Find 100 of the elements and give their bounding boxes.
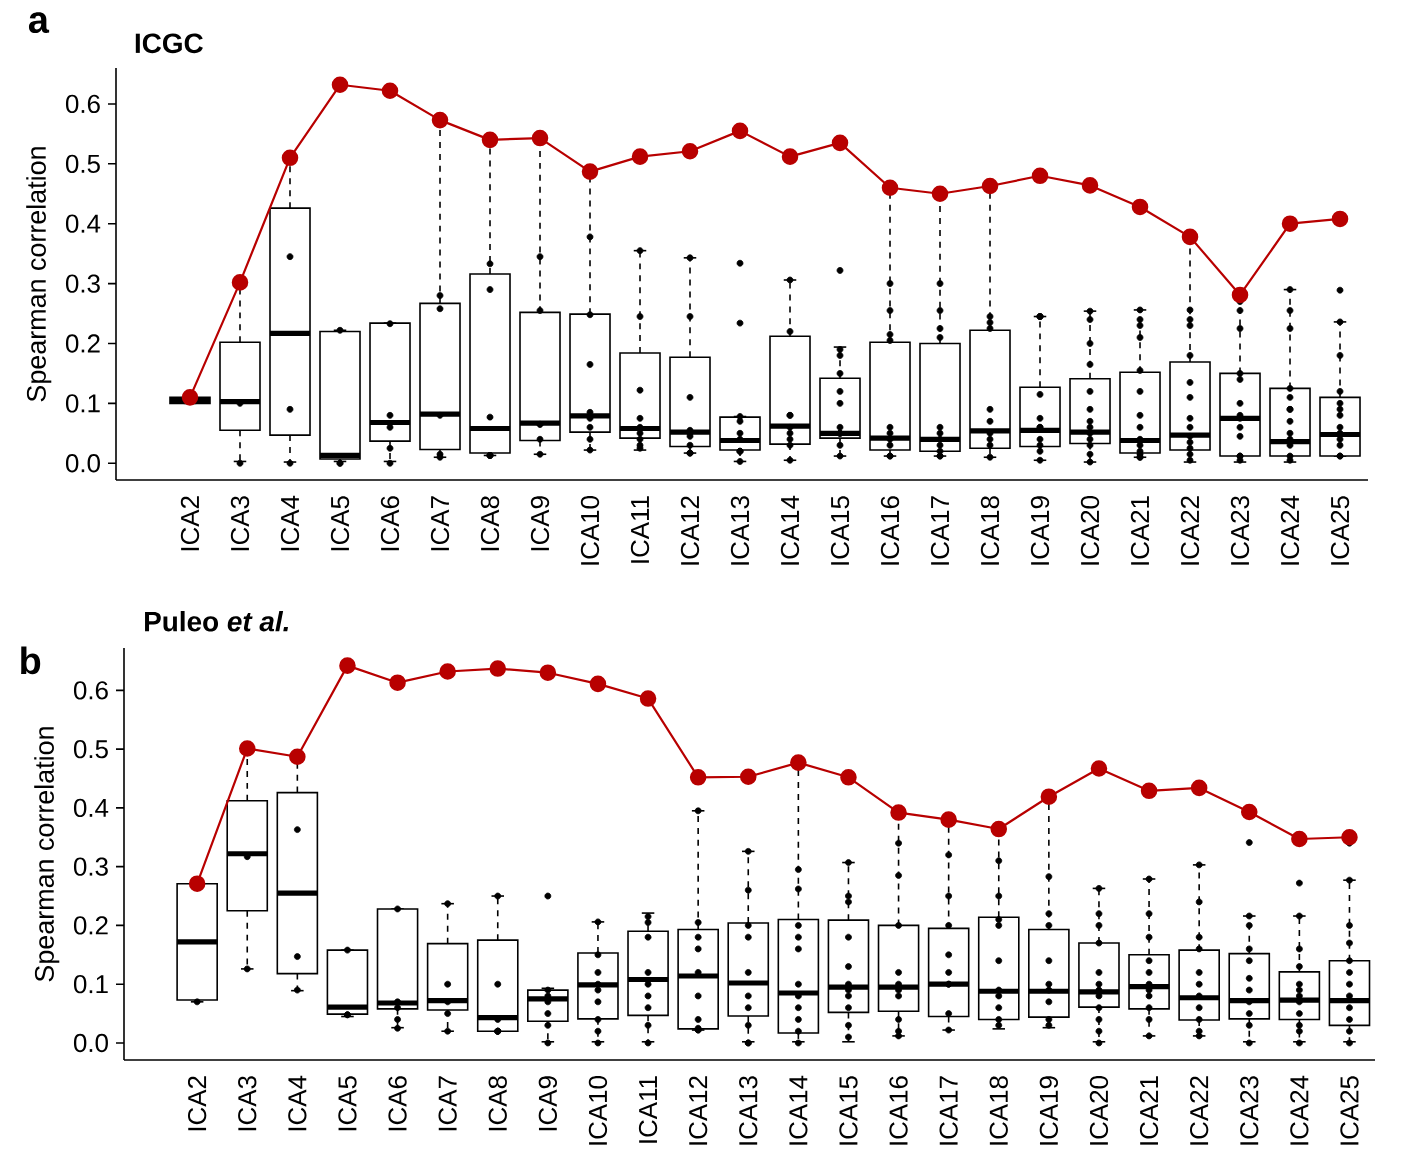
text: b [21,646,41,675]
point [990,820,1008,838]
point [339,657,356,674]
x-tick-label: ICA2 [180,496,200,551]
point [940,811,957,828]
point [231,274,249,291]
y-tick-label: 0.6 [65,94,100,114]
x-tick-label: ICA11 [630,496,650,563]
point [1131,198,1149,216]
y-axis-title: Spearman correlation [26,147,52,402]
point [181,389,199,406]
y-tick-label: 0.0 [65,454,100,473]
x-tick-label: ICA20 [1080,496,1100,565]
y-tick-label: 0.1 [65,394,100,413]
point [188,875,206,892]
x-tick-label: ICA17 [930,496,950,565]
point [238,740,256,757]
x-tick-label: ICA7 [430,496,450,551]
point [981,177,999,195]
x-tick-label: ICA15 [839,1076,858,1145]
x-tick-label: ICA13 [739,1076,758,1145]
x-tick-label: ICA10 [580,496,600,565]
y-tick-label: 0.6 [73,681,108,700]
point [1331,210,1349,228]
point [1281,215,1299,232]
x-tick-label: ICA19 [1030,496,1050,565]
point [1090,760,1108,777]
x-tick-label: ICA16 [880,496,900,565]
point [1291,830,1308,848]
point [1081,177,1099,194]
point [890,804,907,821]
x-tick-label: ICA2 [187,1076,207,1131]
y-tick-label: 0.2 [73,916,108,935]
point [631,148,649,165]
point [531,129,549,147]
x-tick-label: ICA12 [688,1076,708,1145]
point [1240,803,1258,821]
point [781,148,799,165]
x-tick-label: ICA14 [780,495,800,565]
x-tick-label: ICA12 [680,496,700,565]
point [539,664,557,681]
point [840,769,857,786]
x-tick-label: ICA5 [338,1076,357,1131]
y-tick-label: 0.0 [73,1033,108,1053]
y-tick-label: 0.1 [73,975,108,994]
x-tick-label: ICA25 [1340,1076,1359,1145]
x-tick-label: ICA7 [438,1076,457,1131]
x-tick-label: ICA9 [538,1076,558,1131]
x-tick-label: ICA17 [939,1076,958,1145]
x-tick-label: ICA11 [638,1076,658,1143]
x-tick-label: ICA4 [288,1075,307,1131]
point [489,660,507,677]
x-tick-label: ICA25 [1330,496,1350,565]
point [589,675,607,693]
point [881,179,899,197]
point [790,754,807,771]
point [389,674,406,691]
x-tick-label: ICA8 [488,1076,507,1131]
x-tick-label: ICA21 [1130,496,1150,565]
y-tick-label: 0.3 [65,274,100,293]
point [1140,782,1158,800]
point [289,748,306,766]
point [581,163,599,180]
text: a [28,12,50,34]
point [739,768,757,785]
point [1231,286,1249,304]
y-tick-label: 0.2 [65,334,100,353]
x-tick-label: ICA18 [989,1076,1008,1145]
y-tick-label: 0.5 [73,739,108,759]
x-tick-label: ICA3 [230,496,250,551]
x-tick-label: ICA23 [1240,1076,1259,1145]
point [681,142,699,160]
point [1040,788,1058,805]
x-tick-label: ICA13 [730,496,750,565]
x-tick-label: ICA24 [1280,495,1300,565]
point [1181,228,1199,246]
point [481,131,499,149]
point [1031,167,1049,185]
x-tick-label: ICA10 [588,1076,608,1145]
x-tick-label: ICA15 [830,496,850,565]
x-tick-label: ICA22 [1189,1076,1209,1145]
point [1190,779,1208,797]
x-tick-label: ICA16 [889,1076,908,1145]
point [281,149,299,167]
point [381,82,399,100]
x-tick-label: ICA22 [1180,496,1200,565]
point [931,185,949,203]
x-tick-label: ICA9 [530,496,550,551]
y-axis-title: Spearman correlation [34,727,60,982]
y-tick-label: 0.5 [65,154,100,173]
x-tick-label: ICA19 [1039,1076,1059,1145]
point [1341,828,1358,846]
chart-title: Puleo et al. [145,610,289,632]
point [689,769,707,786]
y-tick-label: 0.3 [73,857,108,876]
point [331,76,349,94]
x-tick-label: ICA20 [1089,1076,1109,1145]
point [731,122,749,140]
x-tick-label: ICA23 [1230,496,1250,565]
x-tick-label: ICA14 [789,1075,808,1145]
